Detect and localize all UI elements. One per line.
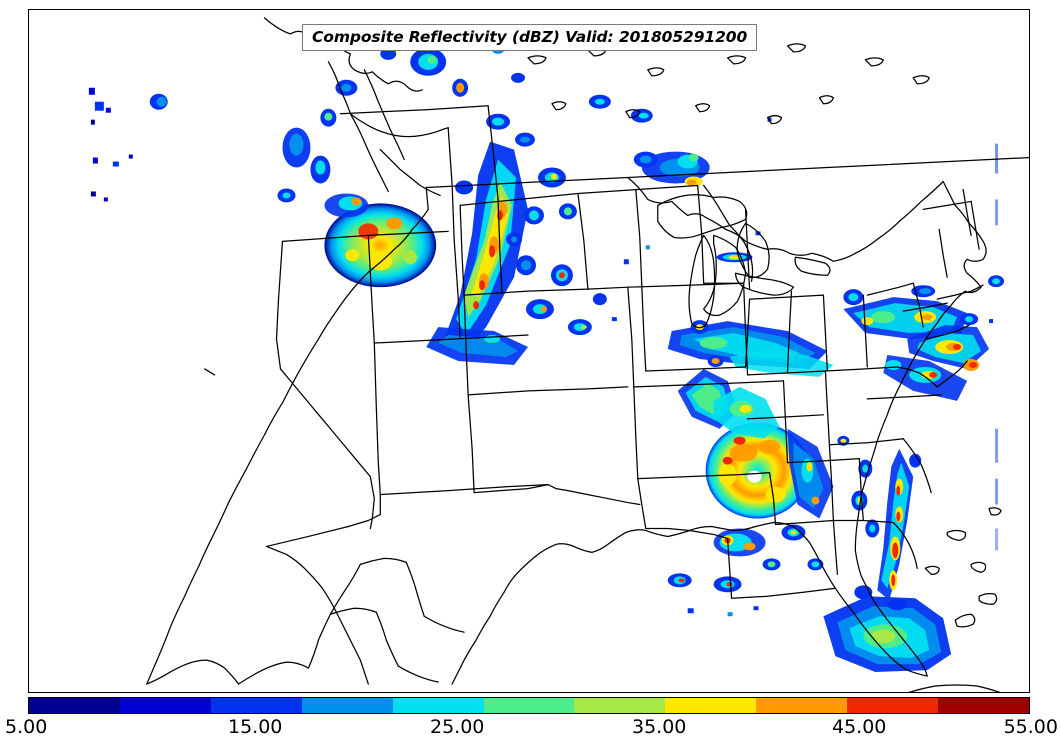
echo-dakota-scattered-cells bbox=[455, 113, 607, 336]
colorbar-segment bbox=[574, 698, 666, 713]
colorbar-segment bbox=[665, 698, 757, 713]
echo-montana-idaho bbox=[277, 79, 358, 203]
colorbar-tick-label: 5.00 bbox=[5, 716, 48, 738]
colorbar-segment bbox=[483, 698, 575, 713]
colorbar-segment bbox=[756, 698, 848, 713]
echo-pacific-nw bbox=[88, 87, 168, 202]
colorbar-segment bbox=[938, 698, 1029, 713]
colorbar-tick-label: 25.00 bbox=[430, 716, 485, 738]
colorbar-gradient bbox=[28, 697, 1030, 714]
map-frame bbox=[28, 9, 1030, 693]
map-borders-layer bbox=[146, 17, 1029, 692]
colorbar-segment bbox=[847, 698, 939, 713]
colorbar-segment bbox=[301, 698, 393, 713]
echo-carolinas-midatlantic bbox=[843, 285, 990, 401]
radar-reflectivity-layer bbox=[88, 30, 1005, 673]
colorbar bbox=[28, 697, 1030, 714]
colorbar-segment bbox=[392, 698, 484, 713]
colorbar-tick-label: 35.00 bbox=[632, 716, 687, 738]
colorbar-tick-label: 45.00 bbox=[832, 716, 887, 738]
colorbar-segment bbox=[29, 698, 120, 713]
echo-gulf-coast bbox=[667, 524, 824, 617]
colorbar-segment bbox=[210, 698, 302, 713]
colorbar-tick-labels: 5.00 15.00 25.00 35.00 45.00 55.00 bbox=[0, 716, 1060, 742]
colorbar-tick-label: 15.00 bbox=[228, 716, 283, 738]
echo-alberto bbox=[705, 386, 834, 519]
colorbar-segment bbox=[119, 698, 211, 713]
colorbar-tick-label: 55.00 bbox=[1003, 716, 1058, 738]
plot-title: Composite Reflectivity (dBZ) Valid: 2018… bbox=[302, 24, 758, 51]
